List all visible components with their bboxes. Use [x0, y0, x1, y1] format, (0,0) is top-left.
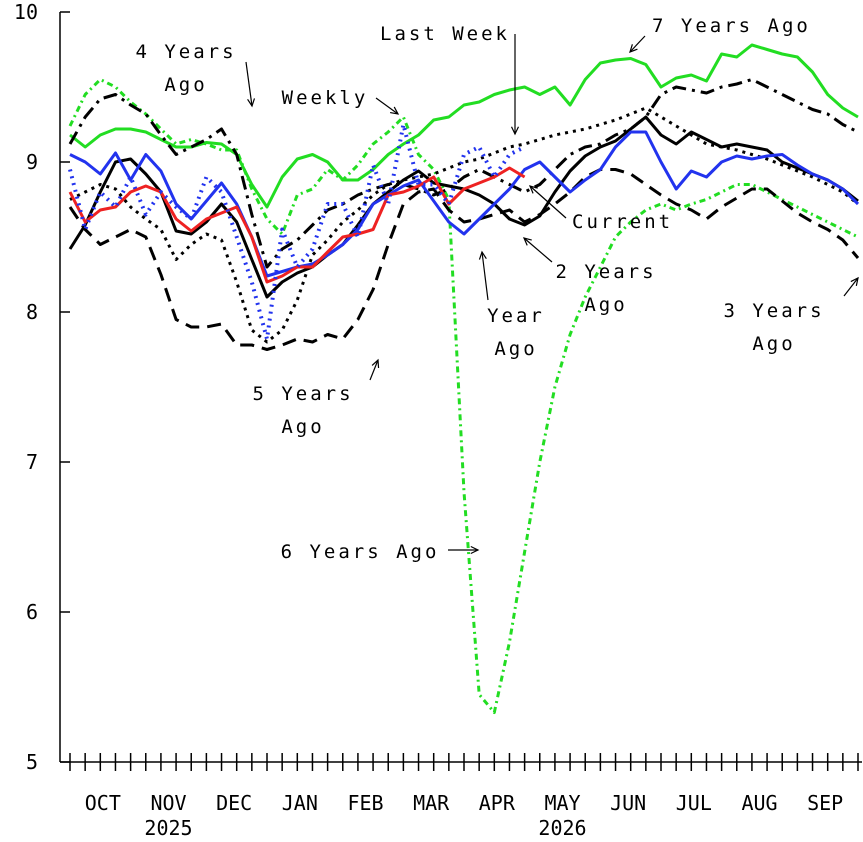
x-tick-label: MAY [544, 791, 580, 815]
annotation-arrowhead [371, 358, 380, 369]
annotation-arrow [629, 35, 646, 53]
annotation-arrow [523, 237, 553, 263]
series-line-5-years-ago [68, 168, 860, 351]
x-tick-label: AUG [741, 791, 777, 815]
x-year-label: 2026 [538, 816, 586, 840]
series-line-3-years-ago [69, 106, 859, 344]
annotation-text: Ago [584, 294, 627, 316]
annotation-text: 2 Years [555, 261, 656, 283]
series-line-2-years-ago [68, 115, 859, 299]
x-tick-label: APR [479, 791, 516, 815]
annotation-text: 6 Years Ago [281, 541, 440, 563]
annotation-3-years-ago: 3 Years Ago [723, 276, 859, 355]
annotation-2-years-ago: 2 Years Ago [522, 237, 656, 316]
annotation-text: Ago [752, 333, 795, 355]
y-tick-label: 8 [26, 300, 38, 324]
annotation-arrowhead [850, 276, 859, 286]
x-tick-label: JUN [610, 791, 646, 815]
annotation-text: Ago [281, 416, 324, 438]
annotation-current: Current [528, 185, 673, 233]
y-tick-label: 5 [26, 750, 38, 774]
x-tick-label: OCT [85, 791, 121, 815]
annotation-arrowhead [629, 44, 638, 54]
annotation-arrowhead [390, 106, 400, 115]
annotation-text: Last Week [380, 23, 510, 45]
x-tick-label: FEB [347, 791, 383, 815]
y-tick-label: 7 [26, 450, 38, 474]
annotation-text: 7 Years Ago [652, 15, 811, 37]
annotation-arrowhead [510, 126, 520, 136]
series-layer [68, 43, 860, 714]
x-year-label: 2025 [144, 816, 192, 840]
x-tick-label: NOV [150, 791, 186, 815]
annotation-text: 4 Years [135, 41, 236, 63]
annotation-arrow [529, 185, 567, 219]
x-tick-label: DEC [216, 791, 252, 815]
annotation-year-ago: Year Ago [478, 250, 545, 360]
annotation-arrowhead [470, 545, 480, 555]
annotation-text: 3 Years [723, 300, 824, 322]
series-line-current [68, 166, 526, 284]
x-tick-label: JAN [282, 791, 318, 815]
annotation-arrow [369, 359, 379, 381]
annotation-text: 5 Years [252, 383, 353, 405]
annotation-arrowhead [528, 185, 538, 194]
annotation-weekly: Weekly [282, 87, 400, 115]
annotation-text: Weekly [282, 87, 369, 109]
annotation-arrowhead [247, 98, 256, 108]
annotation-4-years-ago: 4 Years Ago [135, 41, 256, 108]
series-line-6-years-ago [68, 78, 859, 714]
x-tick-label: MAR [413, 791, 450, 815]
annotation-arrow [375, 97, 399, 115]
y-tick-label: 9 [26, 150, 38, 174]
y-tick-label: 10 [14, 0, 38, 24]
series-line-7-years-ago [69, 43, 859, 209]
annotation-text: Current [572, 211, 673, 233]
annotation-arrowhead [522, 237, 532, 246]
annotation-arrow [481, 251, 489, 301]
annotation-text: Ago [164, 74, 207, 96]
series-line-weekly [68, 122, 526, 341]
series-line-year-ago [69, 130, 860, 278]
annotation-arrow [843, 277, 859, 297]
x-tick-label: SEP [807, 791, 843, 815]
annotation-text: Year [487, 305, 545, 327]
annotation-arrow [245, 61, 253, 107]
annotation-7-years-ago: 7 Years Ago [629, 15, 811, 54]
annotations-layer: 7 Years Ago 4 Years Ago Last Week Weekly Curr… [135, 15, 859, 563]
y-tick-label: 6 [26, 600, 38, 624]
series-line-4-years-ago [68, 78, 859, 269]
x-tick-label: JUL [676, 791, 712, 815]
annotation-arrowhead [478, 250, 487, 260]
annotation-last-week: Last Week [380, 23, 520, 136]
annotation-5-years-ago: 5 Years Ago [252, 358, 380, 438]
annotation-6-years-ago: 6 Years Ago [281, 541, 480, 563]
axes-layer: 5 6 7 8 9 10 OCT NOV DEC JAN FEB MAR APR MAY JUN JUL AUG… [14, 0, 862, 840]
annotation-text: Ago [494, 338, 537, 360]
